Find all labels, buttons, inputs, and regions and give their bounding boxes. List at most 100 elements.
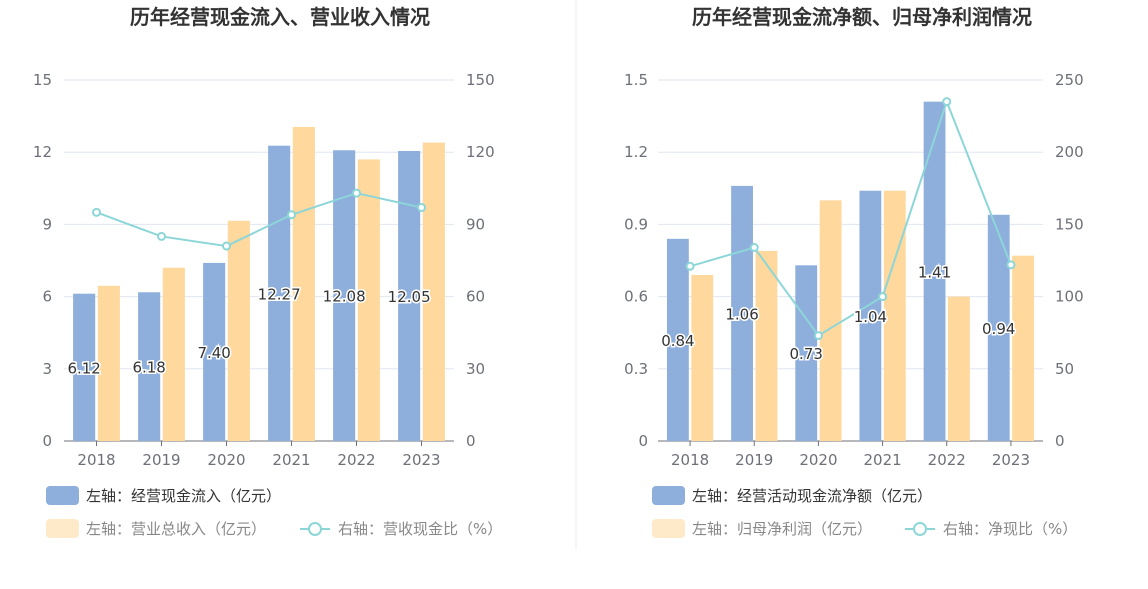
bar-primary-2019 xyxy=(138,292,161,441)
legend-label: 左轴：营业总收入（亿元） xyxy=(86,520,266,538)
right-axis-tick: 100 xyxy=(1055,288,1084,306)
right-axis-tick: 120 xyxy=(466,143,495,161)
bar-primary-2023 xyxy=(398,150,421,441)
bar-secondary-2019 xyxy=(162,267,185,441)
ratio-point-2021 xyxy=(287,210,296,220)
x-axis-tick: 2022 xyxy=(337,451,375,469)
bar-secondary-2023 xyxy=(1012,255,1035,441)
right-axis-tick: 60 xyxy=(466,288,485,306)
left-axis-tick: 6 xyxy=(42,288,52,306)
data-label: 0.84 xyxy=(661,332,694,350)
x-axis-tick: 2019 xyxy=(142,451,180,469)
x-axis-tick: 2023 xyxy=(992,451,1030,469)
right-axis-tick: 150 xyxy=(466,71,495,89)
legend-swatch-bar xyxy=(652,486,685,505)
legend-swatch-bar xyxy=(46,486,79,505)
ratio-point-2023 xyxy=(1006,260,1016,270)
ratio-point-2022 xyxy=(352,188,361,198)
data-label: 12.05 xyxy=(388,288,431,306)
legend-swatch-marker xyxy=(913,522,927,536)
ratio-point-2020 xyxy=(222,241,231,251)
data-label: 0.73 xyxy=(790,345,823,363)
data-label: 1.06 xyxy=(725,305,758,323)
bar-primary-2022 xyxy=(333,150,356,442)
x-axis-tick: 2018 xyxy=(77,451,115,469)
legend-label: 左轴：归母净利润（亿元） xyxy=(692,520,872,538)
right-axis-tick: 150 xyxy=(1055,215,1084,233)
bar-primary-2018 xyxy=(666,238,689,441)
right-axis-tick: 90 xyxy=(466,215,485,233)
left-axis-tick: 0.9 xyxy=(624,215,648,233)
left-axis-tick: 3 xyxy=(42,360,52,378)
bar-secondary-2018 xyxy=(97,285,120,441)
x-axis-tick: 2023 xyxy=(402,451,440,469)
ratio-point-2021 xyxy=(878,292,888,302)
bar-primary-2022 xyxy=(923,101,946,441)
x-axis-tick: 2019 xyxy=(735,451,773,469)
data-label: 12.08 xyxy=(323,288,366,306)
data-label: 0.94 xyxy=(982,320,1015,338)
left-axis-tick: 0 xyxy=(42,432,52,450)
data-label: 6.12 xyxy=(67,359,100,377)
legend-label: 左轴：经营现金流入（亿元） xyxy=(86,487,281,505)
bar-secondary-2022 xyxy=(357,159,380,442)
x-axis-tick: 2021 xyxy=(272,451,310,469)
right-axis-tick: 200 xyxy=(1055,143,1084,161)
ratio-point-2019 xyxy=(749,243,759,253)
right-axis-tick: 30 xyxy=(466,360,485,378)
bar-primary-2020 xyxy=(203,262,226,441)
x-axis-tick: 2018 xyxy=(671,451,709,469)
data-label: 7.40 xyxy=(197,344,230,362)
legend-swatch-marker xyxy=(308,522,322,536)
bar-primary-2018 xyxy=(73,293,96,441)
ratio-point-2023 xyxy=(417,203,426,213)
chart-title: 历年经营现金流入、营业收入情况 xyxy=(130,5,430,29)
left-axis-tick: 12 xyxy=(33,143,52,161)
legend-swatch-bar xyxy=(46,519,79,538)
chart-1: 历年经营现金流入、营业收入情况0369121503060901201502018… xyxy=(33,5,502,538)
data-label: 1.04 xyxy=(854,308,887,326)
legend-label: 左轴：经营活动现金流净额（亿元） xyxy=(692,487,932,505)
right-axis-tick: 50 xyxy=(1055,360,1074,378)
bar-primary-2021 xyxy=(859,190,882,441)
bar-primary-2020 xyxy=(795,265,818,441)
right-axis-tick: 250 xyxy=(1055,71,1084,89)
ratio-point-2020 xyxy=(813,331,823,341)
data-label: 1.41 xyxy=(918,263,951,281)
ratio-point-2018 xyxy=(685,261,695,271)
bar-secondary-2018 xyxy=(691,274,714,441)
bar-primary-2021 xyxy=(268,145,291,441)
right-axis-tick: 0 xyxy=(466,432,476,450)
left-axis-tick: 9 xyxy=(42,215,52,233)
bar-secondary-2020 xyxy=(819,200,842,441)
left-axis-tick: 0.3 xyxy=(624,360,648,378)
chart-2: 历年经营现金流净额、归母净利润情况 0 0.3 0.6 0.9 1.2 1.5 0 50 100 1… xyxy=(624,5,1084,538)
x-axis-tick: 2022 xyxy=(928,451,966,469)
bar-primary-2023 xyxy=(987,214,1010,441)
x-axis-tick: 2021 xyxy=(863,451,901,469)
data-label: 12.27 xyxy=(258,285,301,303)
right-axis-tick: 0 xyxy=(1055,432,1065,450)
legend-swatch-bar xyxy=(652,519,685,538)
ratio-point-2022 xyxy=(942,97,952,107)
legend-label: 右轴：净现比（%） xyxy=(943,520,1077,538)
x-axis-tick: 2020 xyxy=(207,451,245,469)
ratio-point-2019 xyxy=(157,231,166,241)
bar-secondary-2021 xyxy=(292,126,315,442)
legend-label: 右轴：营收现金比（%） xyxy=(338,520,502,538)
ratio-line xyxy=(96,192,422,248)
left-axis-tick: 1.5 xyxy=(624,71,648,89)
bar-secondary-2023 xyxy=(422,142,445,441)
bar-secondary-2022 xyxy=(948,296,970,441)
bar-secondary-2020 xyxy=(227,220,250,441)
ratio-line xyxy=(689,98,1012,337)
data-label: 6.18 xyxy=(132,359,165,377)
left-axis-tick: 15 xyxy=(33,71,52,89)
left-axis-tick: 0.6 xyxy=(624,288,648,306)
bar-secondary-2019 xyxy=(755,250,778,441)
left-axis-tick: 1.2 xyxy=(624,143,648,161)
x-axis-tick: 2020 xyxy=(799,451,837,469)
ratio-point-2018 xyxy=(92,207,101,217)
